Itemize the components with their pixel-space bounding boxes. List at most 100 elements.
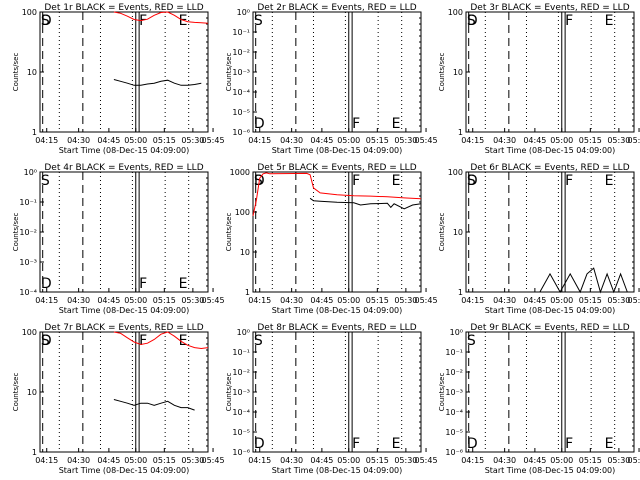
marker-D: D: [41, 13, 52, 29]
panel-det-4r: Det 4r BLACK = Events, RED = LLD Counts/s…: [12, 163, 225, 315]
y-tick-label: 10⁻³: [232, 388, 250, 397]
x-tick-label: 04:45: [523, 296, 546, 305]
marker-S: S: [467, 173, 476, 189]
y-tick-label: 100: [448, 168, 463, 177]
x-tick-label: 04:30: [280, 296, 303, 305]
y-tick-label: 1: [458, 128, 463, 137]
x-tick-label: 05:30: [394, 136, 417, 145]
x-tick-label: 05:00: [337, 136, 360, 145]
marker-F: F: [352, 436, 360, 452]
y-tick-label: 10⁻¹: [445, 348, 463, 357]
x-axis-label: Start Time (08-Dec-15 04:09:00): [272, 306, 403, 315]
y-axis-label: Counts/sec: [225, 213, 233, 252]
x-tick-label: 05:45: [202, 456, 225, 465]
x-tick-label: 05:15: [153, 456, 176, 465]
x-axis-label: Start Time (08-Dec-15 04:09:00): [59, 466, 190, 475]
x-axis-label: Start Time (08-Dec-15 04:09:00): [485, 306, 616, 315]
y-tick-label: 10⁻³: [445, 388, 463, 397]
plot-frame: [39, 11, 209, 133]
series-events-line: [539, 267, 628, 294]
y-tick-label: 10⁰: [237, 328, 250, 337]
marker-D: D: [467, 13, 478, 29]
y-tick-label: 1: [245, 288, 250, 297]
x-tick-label: 05:45: [628, 136, 640, 145]
marker-D: D: [254, 436, 265, 452]
plot-frame: [39, 331, 209, 453]
x-tick-label: 05:45: [202, 136, 225, 145]
panel-det-1r: Det 1r BLACK = Events, RED = LLD Counts/s…: [12, 3, 225, 155]
y-tick-label: 10: [453, 228, 463, 237]
x-tick-label: 05:30: [607, 136, 630, 145]
marker-F: F: [139, 333, 147, 349]
y-tick-label: 10⁻⁴: [19, 288, 37, 297]
marker-E: E: [605, 436, 614, 452]
marker-D: D: [41, 276, 52, 292]
y-tick-label: 10: [27, 388, 37, 397]
x-axis-label: Start Time (08-Dec-15 04:09:00): [272, 466, 403, 475]
x-tick-label: 05:30: [181, 136, 204, 145]
panel-title: Det 2r BLACK = Events, RED = LLD: [257, 3, 416, 13]
x-tick-label: 04:15: [35, 456, 58, 465]
y-tick-label: 100: [22, 8, 37, 17]
x-tick-label: 04:45: [310, 136, 333, 145]
y-tick-label: 10⁻³: [232, 68, 250, 77]
y-tick-label: 10: [453, 68, 463, 77]
x-tick-label: 04:15: [461, 456, 484, 465]
y-tick-label: 10⁻⁶: [232, 448, 250, 457]
x-tick-label: 05:15: [153, 136, 176, 145]
x-tick-label: 04:30: [493, 456, 516, 465]
marker-E: E: [179, 276, 188, 292]
marker-F: F: [352, 173, 360, 189]
x-tick-label: 05:45: [202, 296, 225, 305]
plot-frame: [252, 11, 422, 133]
x-tick-label: 04:30: [493, 296, 516, 305]
panel-det-8r: Det 8r BLACK = Events, RED = LLD Counts/s…: [225, 323, 438, 475]
x-tick-label: 04:15: [248, 296, 271, 305]
y-axis-label: Counts/sec: [225, 373, 233, 412]
y-tick-label: 1: [458, 288, 463, 297]
y-tick-label: 10⁰: [450, 328, 463, 337]
marker-F: F: [139, 13, 147, 29]
marker-E: E: [605, 13, 614, 29]
marker-E: E: [392, 173, 401, 189]
x-tick-label: 05:30: [394, 296, 417, 305]
y-tick-label: 1: [32, 448, 37, 457]
x-tick-label: 04:15: [461, 296, 484, 305]
marker-S: S: [254, 173, 263, 189]
x-tick-label: 04:45: [97, 296, 120, 305]
y-axis-label: Counts/sec: [12, 53, 20, 92]
x-tick-label: 05:15: [579, 296, 602, 305]
series-lld-line: [252, 172, 422, 217]
x-tick-label: 05:30: [394, 456, 417, 465]
x-tick-label: 05:00: [337, 456, 360, 465]
x-tick-label: 05:00: [337, 296, 360, 305]
x-tick-label: 04:30: [280, 136, 303, 145]
marker-E: E: [605, 173, 614, 189]
x-tick-label: 05:45: [415, 456, 438, 465]
y-tick-label: 1: [32, 128, 37, 137]
plot-frame: [252, 171, 422, 293]
x-axis-label: Start Time (08-Dec-15 04:09:00): [59, 146, 190, 155]
plot-frame: [465, 11, 635, 133]
x-tick-label: 05:15: [366, 456, 389, 465]
x-tick-label: 05:00: [550, 296, 573, 305]
panel-det-5r: Det 5r BLACK = Events, RED = LLD Counts/s…: [225, 163, 438, 315]
x-tick-label: 04:15: [35, 136, 58, 145]
marker-S: S: [41, 173, 50, 189]
y-tick-label: 10⁻⁵: [232, 428, 250, 437]
marker-F: F: [565, 13, 573, 29]
y-tick-label: 10⁻²: [232, 48, 250, 57]
x-tick-label: 04:45: [523, 136, 546, 145]
marker-S: S: [41, 333, 50, 349]
y-axis-label: Counts/sec: [438, 373, 446, 412]
x-tick-label: 04:30: [67, 136, 90, 145]
plot-frame: [465, 331, 635, 453]
panel-det-7r: Det 7r BLACK = Events, RED = LLD Counts/s…: [12, 323, 225, 475]
marker-S: S: [254, 333, 263, 349]
x-tick-label: 05:45: [628, 296, 640, 305]
x-tick-label: 05:30: [607, 456, 630, 465]
marker-E: E: [179, 333, 188, 349]
series-lld-line: [113, 11, 209, 24]
x-tick-label: 04:45: [97, 136, 120, 145]
